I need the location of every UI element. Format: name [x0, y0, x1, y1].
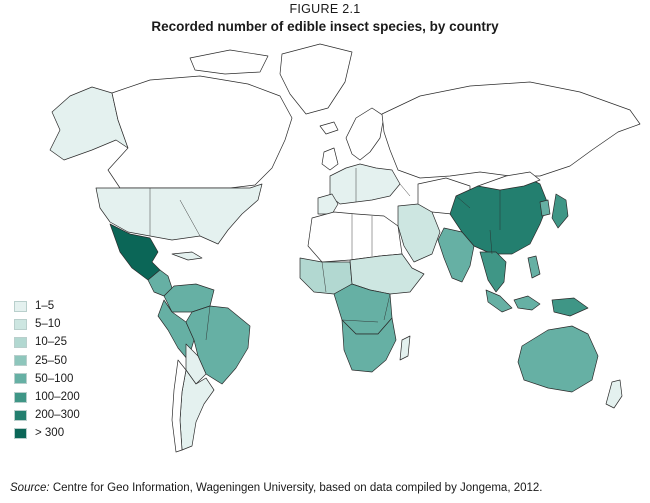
- legend-swatch: [14, 391, 27, 403]
- legend-label: 5–10: [35, 318, 61, 331]
- region-north-africa: [307, 211, 403, 263]
- region-indonesia-west: [485, 289, 513, 313]
- legend-item: 100–200: [14, 388, 80, 406]
- legend-label: 100–200: [35, 391, 80, 404]
- region-iberia: [317, 193, 339, 215]
- legend-item: 1–5: [14, 297, 80, 315]
- legend-swatch: [14, 300, 27, 312]
- region-alaska: [49, 86, 129, 161]
- region-southeast-asia: [479, 251, 507, 293]
- region-indonesia-east: [513, 295, 541, 311]
- legend-swatch: [14, 409, 27, 421]
- legend-item: 200–300: [14, 406, 80, 424]
- source-note: Source: Centre for Geo Information, Wage…: [10, 482, 543, 494]
- figure-label: FIGURE 2.1: [289, 2, 361, 16]
- region-canada: [107, 75, 293, 189]
- legend-label: > 300: [35, 427, 65, 440]
- legend-item: > 300: [14, 424, 80, 442]
- region-united-states: [95, 183, 263, 245]
- legend-label: 50–100: [35, 372, 74, 385]
- country-borders: [149, 168, 501, 341]
- region-british-isles: [321, 147, 339, 171]
- region-new-zealand: [605, 379, 623, 409]
- region-chile: [171, 359, 187, 453]
- legend-label: 25–50: [35, 354, 67, 367]
- region-middle-east: [397, 203, 441, 263]
- region-madagascar: [399, 335, 411, 361]
- region-bolivia-paraguay: [185, 343, 207, 385]
- region-cuba: [171, 251, 203, 261]
- region-russia: [381, 81, 641, 179]
- figure-title: Recorded number of edible insect species…: [151, 19, 499, 34]
- legend-swatch: [14, 373, 27, 385]
- legend-label: 1–5: [35, 300, 55, 313]
- legend-item: 50–100: [14, 370, 80, 388]
- legend-swatch: [14, 355, 27, 367]
- legend-swatch: [14, 427, 27, 439]
- region-scandinavia: [345, 107, 385, 161]
- legend: 1–5 5–10 10–25 25–50 50–100 100–200 200–…: [14, 297, 80, 443]
- source-prefix: Source:: [10, 482, 50, 494]
- region-new-guinea: [551, 297, 589, 317]
- region-australia: [517, 325, 599, 393]
- region-iceland: [319, 121, 339, 135]
- source-text: Centre for Geo Information, Wageningen U…: [49, 482, 543, 494]
- region-japan: [551, 193, 569, 229]
- region-mexico: [109, 223, 161, 281]
- region-india: [437, 227, 475, 283]
- region-greenland: [279, 43, 353, 115]
- region-korea: [539, 199, 551, 217]
- legend-item: 10–25: [14, 333, 80, 351]
- legend-label: 10–25: [35, 336, 67, 349]
- legend-label: 200–300: [35, 409, 80, 422]
- region-europe: [329, 163, 401, 205]
- region-philippines: [527, 255, 541, 279]
- region-southern-africa: [341, 317, 397, 373]
- legend-item: 5–10: [14, 315, 80, 333]
- legend-item: 25–50: [14, 352, 80, 370]
- legend-swatch: [14, 336, 27, 348]
- legend-swatch: [14, 318, 27, 330]
- world-map: [49, 43, 641, 453]
- region-colombia-venezuela: [163, 283, 215, 313]
- region-arctic-islands: [189, 49, 269, 75]
